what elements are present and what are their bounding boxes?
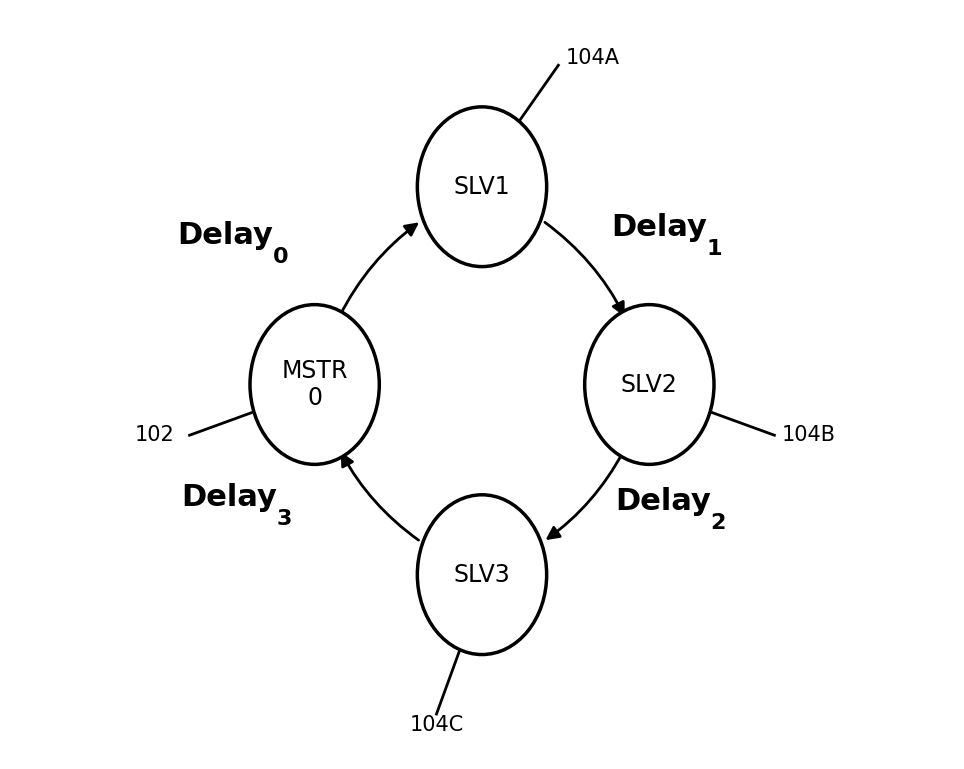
Text: 104C: 104C	[410, 715, 464, 735]
Text: 102: 102	[135, 425, 174, 445]
FancyArrowPatch shape	[339, 224, 416, 317]
Text: 104B: 104B	[782, 425, 836, 445]
Text: Delay: Delay	[611, 213, 708, 242]
Text: 3: 3	[277, 509, 292, 529]
Text: Delay: Delay	[615, 487, 711, 516]
Text: 1: 1	[707, 239, 722, 259]
Ellipse shape	[417, 494, 547, 654]
Ellipse shape	[585, 305, 714, 464]
Ellipse shape	[250, 305, 379, 464]
Text: SLV3: SLV3	[454, 563, 510, 587]
Text: Delay: Delay	[177, 221, 274, 250]
Text: 0: 0	[273, 247, 288, 267]
FancyArrowPatch shape	[342, 454, 418, 540]
Text: MSTR
0: MSTR 0	[281, 358, 348, 411]
FancyArrowPatch shape	[545, 222, 624, 314]
Text: 104A: 104A	[566, 48, 620, 68]
Text: SLV2: SLV2	[621, 372, 678, 397]
Text: SLV1: SLV1	[454, 175, 510, 198]
Text: 2: 2	[710, 513, 726, 533]
Text: Delay: Delay	[181, 483, 278, 512]
Ellipse shape	[417, 107, 547, 267]
FancyArrowPatch shape	[548, 452, 623, 538]
